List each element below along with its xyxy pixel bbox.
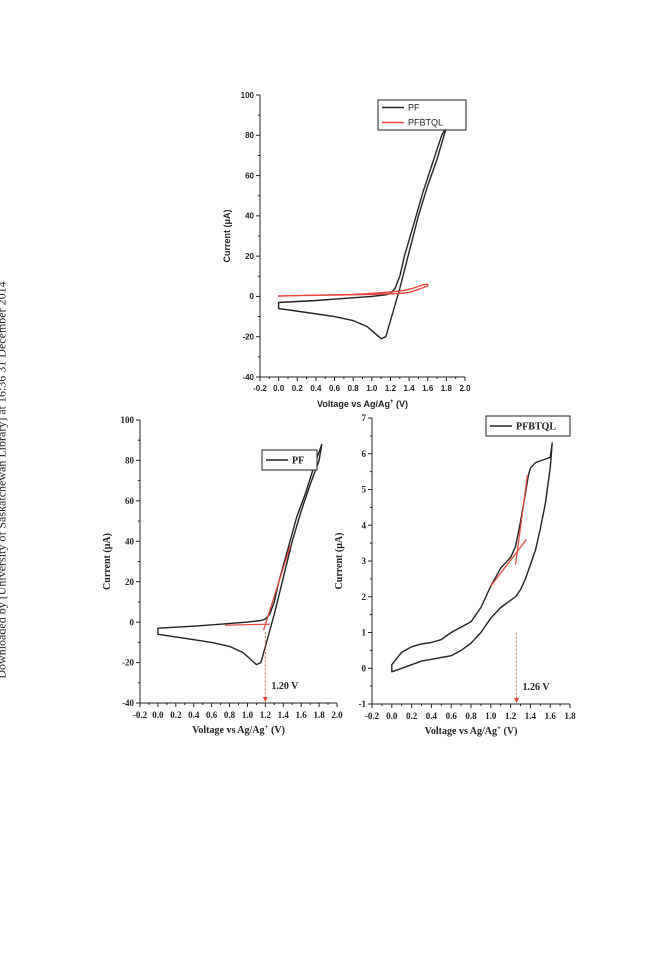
x-tick-label: 1.6: [296, 710, 308, 720]
x-tick-label: -0.2: [365, 711, 380, 721]
y-tick-label: 6: [362, 449, 367, 459]
x-tick-label: 1.2: [260, 710, 272, 720]
x-axis-label: Voltage vs Ag/Ag+ (V): [317, 399, 408, 409]
chart-top: -0.2 0.0 0.2 0.4 0.6 0.8 1.0 1.2 1.4 1.6 1.8 2.0 -40…: [222, 91, 471, 409]
onset-annotation: 1.20 V: [271, 681, 299, 692]
chart-bottom-left: -0.2 0.0 0.2 0.4 0.6 0.8 1.0 1.2 1.4 1.6 1.8 2.0 -40…: [102, 415, 343, 736]
y-tick-label: 2: [362, 592, 367, 602]
y-tick-label: 80: [125, 456, 135, 466]
legend-label: PF: [408, 103, 420, 113]
y-tick-label: -40: [122, 698, 134, 708]
x-tick-label: 0.2: [170, 710, 182, 720]
legend-box: [377, 99, 467, 131]
x-tick-label: 0.6: [446, 711, 458, 721]
y-tick-label: 60: [125, 496, 135, 506]
legend-label: PF: [292, 456, 304, 467]
series-line-pfbtql: [277, 283, 429, 297]
x-tick-label: 0.2: [292, 384, 304, 393]
legend-box: [261, 449, 318, 471]
y-tick-label: 80: [245, 131, 254, 140]
x-tick-label: 0.4: [188, 710, 200, 720]
y-tick-label: 7: [362, 413, 367, 423]
legend-label: PFBTQL: [516, 422, 556, 433]
x-tick-label: 1.4: [525, 711, 537, 721]
y-tick-label: -20: [242, 333, 254, 342]
y-tick-label: 100: [121, 415, 135, 425]
x-tick-label: 0.0: [386, 711, 398, 721]
x-tick-label: 0.8: [224, 710, 236, 720]
y-tick-label: -20: [122, 658, 134, 668]
y-tick-label: 1: [362, 628, 367, 638]
x-tick-label: 2.0: [459, 384, 471, 393]
x-tick-label: 0.4: [426, 711, 438, 721]
y-tick-label: 20: [125, 577, 135, 587]
x-tick-label: 0.6: [329, 384, 341, 393]
x-tick-label: 0.6: [206, 710, 218, 720]
y-tick-label: 0: [130, 617, 135, 627]
y-tick-label: 40: [125, 536, 135, 546]
y-tick-label: 60: [245, 171, 254, 180]
onset-arrow: [514, 698, 520, 703]
chart-bottom-right: -0.2 0.0 0.2 0.4 0.6 0.8 1.0 1.2 1.4 1.6 1.8 -1 0 1 2 3…: [334, 413, 576, 737]
x-tick-label: 1.4: [278, 710, 290, 720]
y-tick-label: 4: [362, 520, 367, 530]
series-line-pfbtql: [391, 442, 553, 673]
legend-label: PFBTQL: [408, 118, 443, 128]
onset-arrow: [262, 697, 268, 702]
y-tick-label: -40: [242, 373, 254, 382]
x-tick-label: 0.8: [348, 384, 360, 393]
y-tick-label: -1: [359, 699, 367, 709]
x-tick-label: 0.8: [465, 711, 477, 721]
tangent-line: [225, 623, 270, 626]
series-line-pf: [157, 443, 323, 666]
x-tick-label: 2.0: [331, 710, 343, 720]
x-axis-label: Voltage vs Ag/Ag+ (V): [425, 724, 518, 737]
x-tick-label: 1.0: [485, 711, 497, 721]
y-tick-label: 20: [245, 252, 254, 261]
legend-box: [485, 415, 571, 437]
x-tick-label: 0.0: [273, 384, 285, 393]
x-tick-label: -0.2: [133, 710, 148, 720]
x-tick-label: 0.4: [310, 384, 322, 393]
x-tick-label: 1.2: [385, 384, 397, 393]
y-tick-label: 40: [245, 212, 254, 221]
x-tick-label: 0.0: [152, 710, 164, 720]
x-tick-label: 1.0: [366, 384, 378, 393]
tangent-line: [514, 475, 529, 565]
x-tick-label: 1.8: [564, 711, 576, 721]
x-tick-label: 1.4: [404, 384, 416, 393]
y-tick-label: 0: [362, 663, 367, 673]
x-tick-label: 0.2: [406, 711, 418, 721]
x-tick-label: 1.0: [242, 710, 254, 720]
tangent-line: [490, 539, 527, 587]
x-tick-label: 1.6: [545, 711, 557, 721]
x-tick-label: 1.8: [313, 710, 325, 720]
y-tick-label: 0: [250, 292, 255, 301]
y-axis-label: Current (μA): [334, 533, 345, 590]
y-tick-label: 100: [241, 91, 255, 100]
onset-annotation: 1.26 V: [523, 682, 551, 693]
x-tick-label: 1.2: [505, 711, 517, 721]
x-tick-label: 1.6: [422, 384, 434, 393]
x-axis-label: Voltage vs Ag/Ag+ (V): [192, 723, 285, 736]
y-tick-label: 3: [362, 556, 367, 566]
series-line-pf: [277, 126, 448, 340]
x-tick-label: 1.8: [441, 384, 453, 393]
y-axis-label: Current (μA): [222, 209, 232, 262]
tangent-line: [263, 545, 292, 631]
x-tick-label: -0.2: [253, 384, 267, 393]
y-axis-label: Current (μA): [102, 533, 113, 590]
y-tick-label: 5: [362, 485, 367, 495]
